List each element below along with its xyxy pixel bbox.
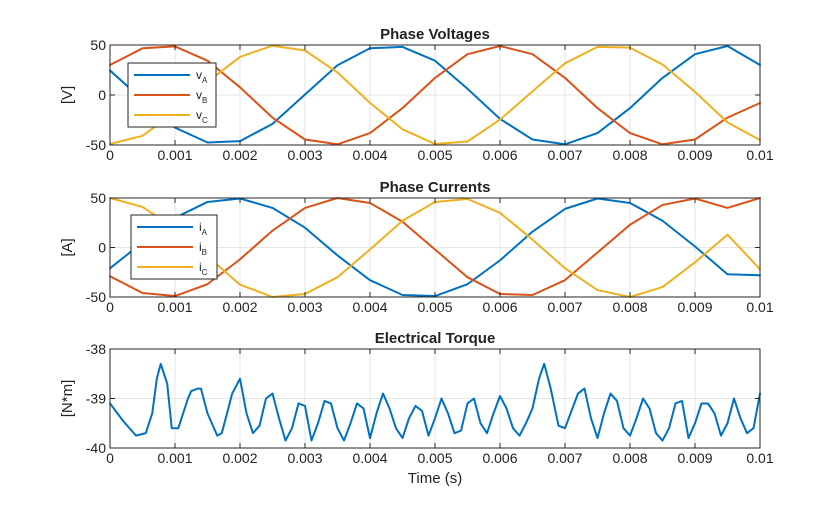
y-axis-label: [N*m] — [59, 380, 76, 418]
x-tick-label: 0.004 — [352, 147, 387, 163]
panel-1: 0 0.001 0.002 0.003 0.004 0.005 0.006 0.007 0.00… — [59, 26, 774, 163]
legend: iA iB iC — [130, 214, 218, 280]
y-axis-label: [A] — [59, 238, 76, 256]
x-tick-label: 0.008 — [612, 147, 647, 163]
chart-title: Phase Currents — [380, 179, 491, 196]
x-tick-label: 0 — [106, 450, 114, 466]
x-tick-label: 0.001 — [157, 450, 192, 466]
x-tick-label: 0.002 — [222, 147, 257, 163]
legend-entry: vB — [196, 88, 207, 105]
x-tick-label: 0.002 — [222, 299, 257, 315]
x-tick-label: 0.007 — [547, 299, 582, 315]
x-tick-label: 0.003 — [287, 450, 322, 466]
x-tick-label: 0.008 — [612, 299, 647, 315]
x-tick-label: 0.007 — [547, 450, 582, 466]
y-tick-label: 0 — [98, 87, 106, 103]
y-tick-label: -40 — [86, 440, 106, 456]
y-tick-label: -38 — [86, 341, 106, 357]
series-line-2 — [109, 197, 761, 298]
y-tick-label: 50 — [90, 190, 106, 206]
legend-entry: vA — [196, 68, 208, 85]
chart-title: Phase Voltages — [380, 26, 490, 43]
x-tick-label: 0 — [106, 147, 114, 163]
y-tick-label: -39 — [86, 391, 106, 407]
series-line-1 — [109, 362, 761, 442]
y-axis-label: [V] — [59, 86, 76, 104]
legend-entry: vC — [196, 108, 208, 125]
x-tick-label: 0.004 — [352, 299, 387, 315]
panel-2: 0 0.001 0.002 0.003 0.004 0.005 0.006 0.007 0.00… — [59, 179, 774, 315]
x-tick-label: 0.005 — [417, 450, 452, 466]
x-tick-label: 0.01 — [746, 450, 773, 466]
x-tick-label: 0.006 — [482, 450, 517, 466]
x-tick-label: 0.005 — [417, 299, 452, 315]
y-tick-label: -50 — [86, 289, 106, 305]
x-tick-label: 0 — [106, 299, 114, 315]
chart-title: Electrical Torque — [375, 330, 496, 347]
legend: vA vB vC — [127, 62, 217, 128]
x-tick-label: 0.001 — [157, 147, 192, 163]
y-tick-label: 0 — [98, 240, 106, 256]
series-line-1 — [109, 45, 761, 146]
y-tick-label: 50 — [90, 37, 106, 53]
x-tick-label: 0.001 — [157, 299, 192, 315]
x-tick-label: 0.005 — [417, 147, 452, 163]
x-tick-label: 0.004 — [352, 450, 387, 466]
x-tick-label: 0.01 — [746, 147, 773, 163]
x-tick-label: 0.003 — [287, 147, 322, 163]
x-axis-label: Time (s) — [408, 470, 462, 487]
x-tick-label: 0.007 — [547, 147, 582, 163]
legend-entry: iA — [199, 220, 208, 237]
panel-3: 0 0.001 0.002 0.003 0.004 0.005 0.006 0.007 0.00… — [59, 330, 774, 487]
x-tick-label: 0.009 — [677, 450, 712, 466]
x-tick-label: 0.009 — [677, 147, 712, 163]
x-tick-label: 0.002 — [222, 450, 257, 466]
x-tick-label: 0.003 — [287, 299, 322, 315]
x-tick-label: 0.006 — [482, 299, 517, 315]
x-tick-label: 0.006 — [482, 147, 517, 163]
x-tick-label: 0.009 — [677, 299, 712, 315]
legend-entry: iB — [199, 240, 207, 257]
x-tick-label: 0.01 — [746, 299, 773, 315]
legend-entry: iC — [199, 260, 208, 277]
x-tick-label: 0.008 — [612, 450, 647, 466]
series-line-2 — [109, 45, 761, 146]
y-tick-label: -50 — [86, 137, 106, 153]
